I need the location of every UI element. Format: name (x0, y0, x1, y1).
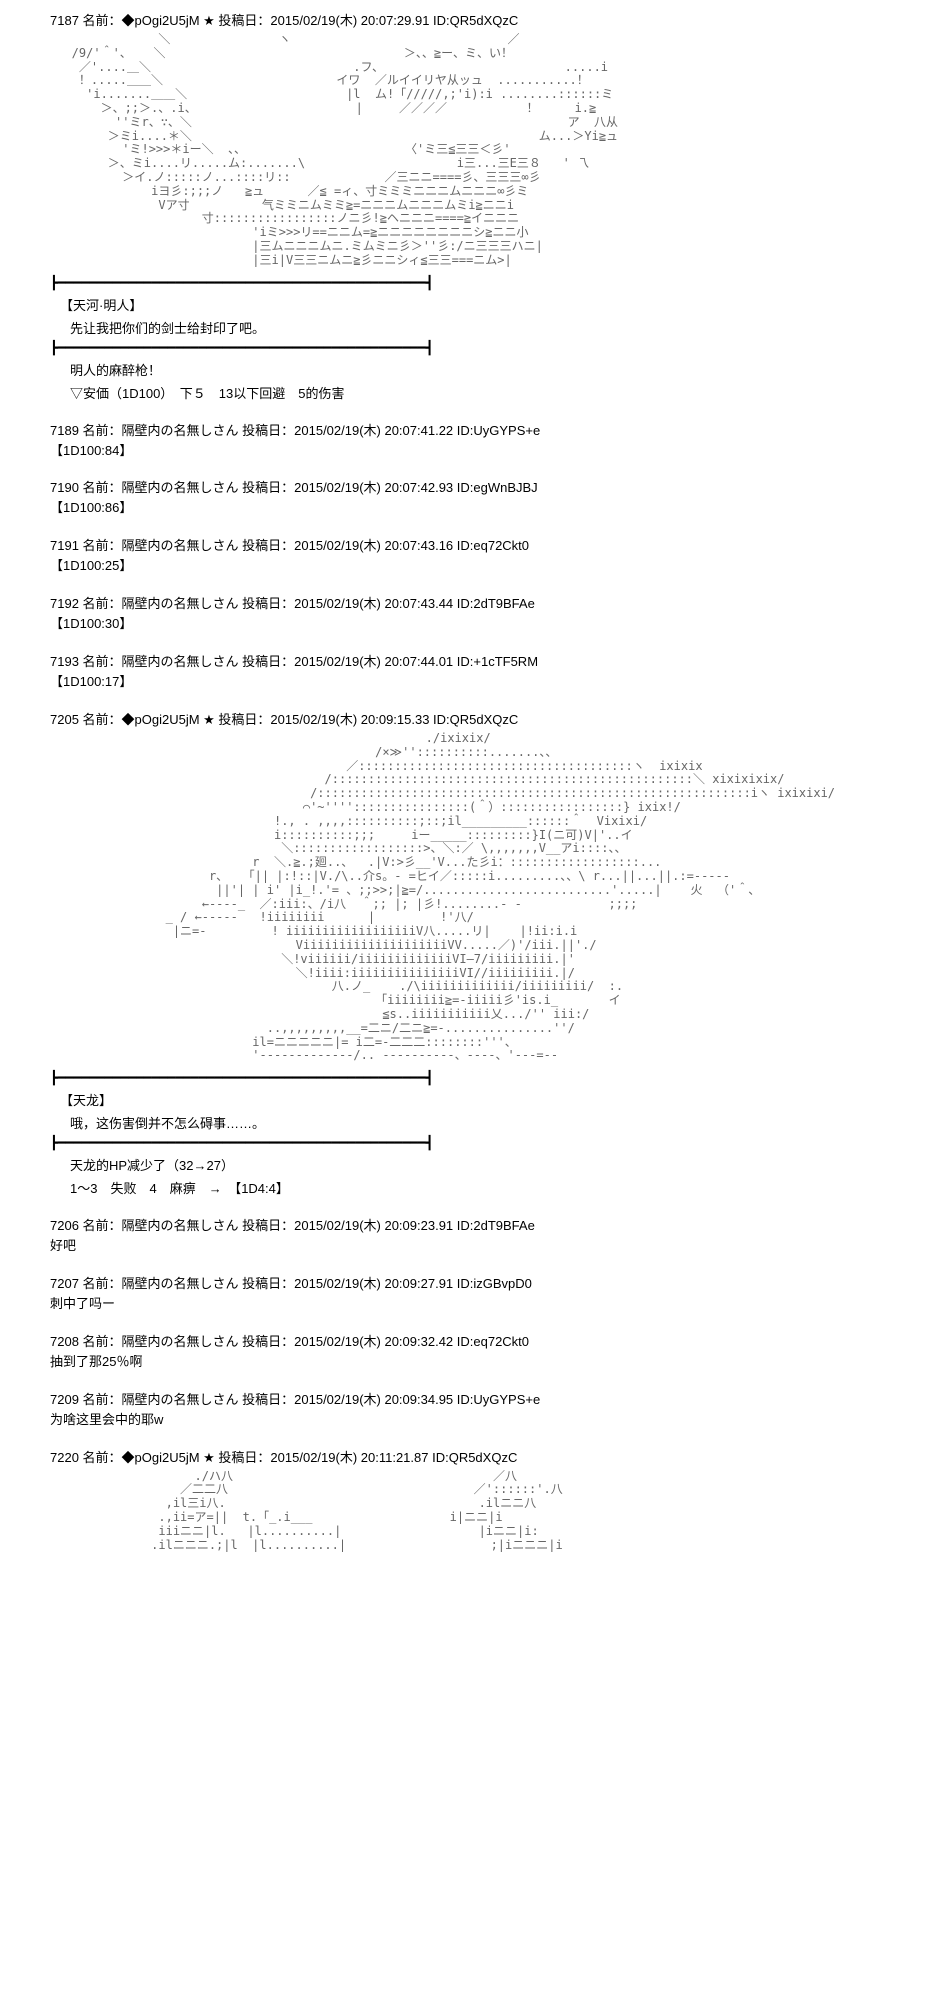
post-header: 7189 名前：隔壁内の名無しさん 投稿日：2015/02/19(木) 20:0… (50, 420, 902, 439)
story-block: ┣━━━━━━━━━━━━━━━━━━━━━━━━━━━━━━━━━━━━━━━… (50, 1071, 902, 1197)
post: 7220 名前：◆pOgi2U5jM ★ 投稿日：2015/02/19(木) 2… (50, 1447, 902, 1553)
post: 7187 名前：◆pOgi2U5jM ★ 投稿日：2015/02/19(木) 2… (50, 10, 902, 402)
post-body: 为啥这里会中的耶w (50, 1412, 902, 1429)
post-body: 【1D100:17】 (50, 674, 902, 691)
story-line: 先让我把你们的剑士给封印了吧。 (70, 318, 902, 337)
post-body: 【1D100:84】 (50, 443, 902, 460)
ascii-art: ＼ ヽ ／ /9/'＾'、 ＼ ＞、、≧ー、ミ、い！ ／'....＿＼ .フ、 … (50, 33, 902, 268)
post-header: 7208 名前：隔壁内の名無しさん 投稿日：2015/02/19(木) 20:0… (50, 1331, 902, 1350)
story-line: 明人的麻醉枪！ (70, 360, 902, 379)
post: 7191 名前：隔壁内の名無しさん 投稿日：2015/02/19(木) 20:0… (50, 535, 902, 575)
post-header: 7206 名前：隔壁内の名無しさん 投稿日：2015/02/19(木) 20:0… (50, 1215, 902, 1234)
post-header: 7192 名前：隔壁内の名無しさん 投稿日：2015/02/19(木) 20:0… (50, 593, 902, 612)
post-header: 7205 名前：◆pOgi2U5jM ★ 投稿日：2015/02/19(木) 2… (50, 709, 902, 728)
posts-container: 7187 名前：◆pOgi2U5jM ★ 投稿日：2015/02/19(木) 2… (50, 10, 902, 1552)
ascii-art: ./ixixix/ /×≫''::::::::::.......、、 ／::::… (50, 732, 902, 1063)
post-header: 7207 名前：隔壁内の名無しさん 投稿日：2015/02/19(木) 20:0… (50, 1273, 902, 1292)
story-line: 1～3 失败 4 麻痹 → 【1D4:4】 (70, 1178, 902, 1197)
post-header: 7209 名前：隔壁内の名無しさん 投稿日：2015/02/19(木) 20:0… (50, 1389, 902, 1408)
post: 7208 名前：隔壁内の名無しさん 投稿日：2015/02/19(木) 20:0… (50, 1331, 902, 1371)
post-header: 7193 名前：隔壁内の名無しさん 投稿日：2015/02/19(木) 20:0… (50, 651, 902, 670)
post-body: 抽到了那25％啊 (50, 1354, 902, 1371)
post: 7205 名前：◆pOgi2U5jM ★ 投稿日：2015/02/19(木) 2… (50, 709, 902, 1197)
post: 7206 名前：隔壁内の名無しさん 投稿日：2015/02/19(木) 20:0… (50, 1215, 902, 1255)
post-body: 【1D100:86】 (50, 500, 902, 517)
post-body: 刺中了吗ー (50, 1296, 902, 1313)
story-line: 哦，这伤害倒并不怎么碍事……。 (70, 1113, 902, 1132)
post: 7193 名前：隔壁内の名無しさん 投稿日：2015/02/19(木) 20:0… (50, 651, 902, 691)
story-line: 天龙的HP减少了（32→27） (70, 1155, 902, 1174)
post-body: 好吧 (50, 1238, 902, 1255)
post: 7190 名前：隔壁内の名無しさん 投稿日：2015/02/19(木) 20:0… (50, 477, 902, 517)
story-line: ▽安価（1D100） 下５ 13以下回避 5的伤害 (70, 383, 902, 402)
post: 7192 名前：隔壁内の名無しさん 投稿日：2015/02/19(木) 20:0… (50, 593, 902, 633)
post-header: 7220 名前：◆pOgi2U5jM ★ 投稿日：2015/02/19(木) 2… (50, 1447, 902, 1466)
story-speaker: 【天龙】 (60, 1090, 902, 1109)
story-divider: ┣━━━━━━━━━━━━━━━━━━━━━━━━━━━━━━━━━━━━━━━… (50, 1136, 902, 1151)
post: 7207 名前：隔壁内の名無しさん 投稿日：2015/02/19(木) 20:0… (50, 1273, 902, 1313)
story-speaker: 【天河·明人】 (60, 295, 902, 314)
post-header: 7191 名前：隔壁内の名無しさん 投稿日：2015/02/19(木) 20:0… (50, 535, 902, 554)
story-divider: ┣━━━━━━━━━━━━━━━━━━━━━━━━━━━━━━━━━━━━━━━… (50, 341, 902, 356)
post-header: 7187 名前：◆pOgi2U5jM ★ 投稿日：2015/02/19(木) 2… (50, 10, 902, 29)
post-body: 【1D100:25】 (50, 558, 902, 575)
story-divider: ┣━━━━━━━━━━━━━━━━━━━━━━━━━━━━━━━━━━━━━━━… (50, 276, 902, 291)
post-body: 【1D100:30】 (50, 616, 902, 633)
post-header: 7190 名前：隔壁内の名無しさん 投稿日：2015/02/19(木) 20:0… (50, 477, 902, 496)
story-block: ┣━━━━━━━━━━━━━━━━━━━━━━━━━━━━━━━━━━━━━━━… (50, 276, 902, 402)
story-divider: ┣━━━━━━━━━━━━━━━━━━━━━━━━━━━━━━━━━━━━━━━… (50, 1071, 902, 1086)
post: 7209 名前：隔壁内の名無しさん 投稿日：2015/02/19(木) 20:0… (50, 1389, 902, 1429)
post: 7189 名前：隔壁内の名無しさん 投稿日：2015/02/19(木) 20:0… (50, 420, 902, 460)
ascii-art: ./ハ八 ／八 ／二二八 ／'::::::'.八 ,il三i八. .ilニニ八 … (50, 1470, 902, 1553)
